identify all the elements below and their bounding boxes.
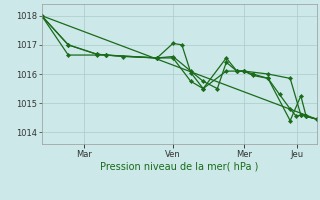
X-axis label: Pression niveau de la mer( hPa ): Pression niveau de la mer( hPa ) xyxy=(100,161,258,171)
